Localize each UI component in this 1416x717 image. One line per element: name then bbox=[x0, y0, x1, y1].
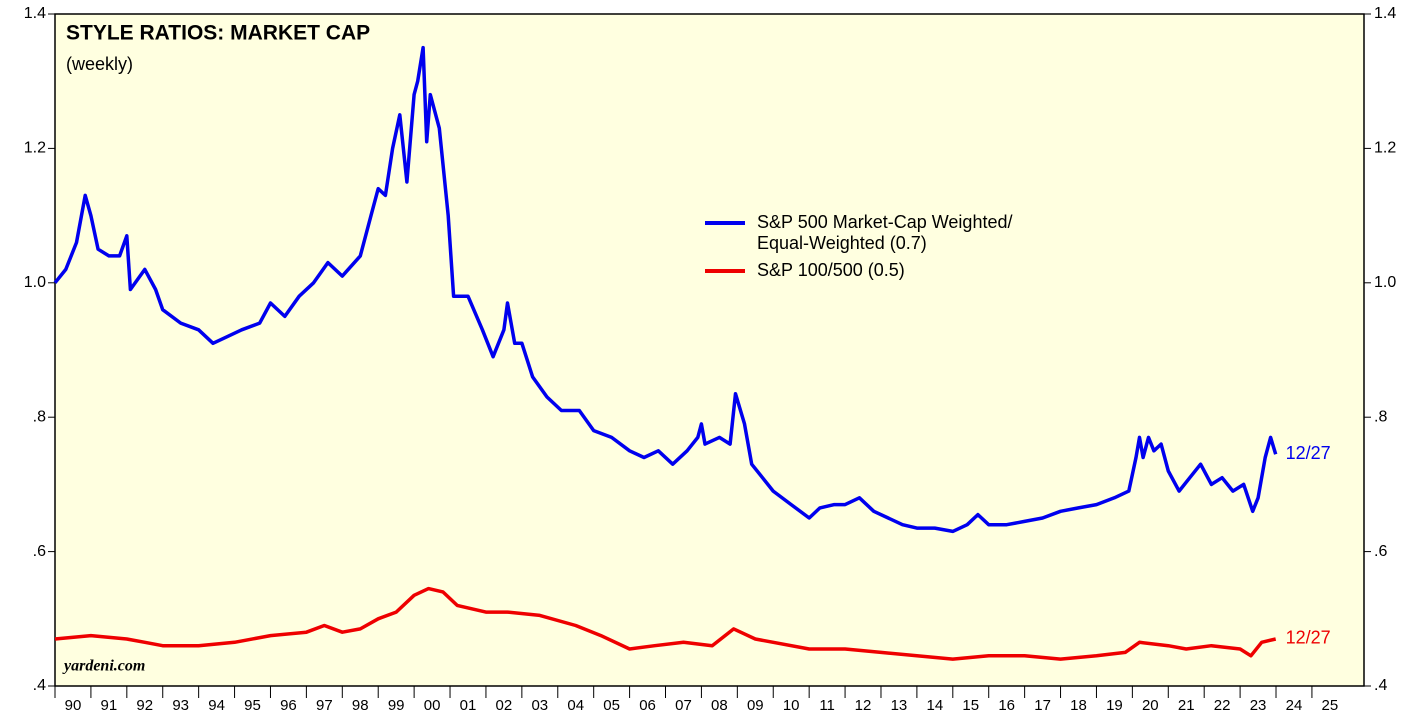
x-tick-label: 91 bbox=[101, 697, 118, 714]
x-tick-label: 09 bbox=[747, 697, 764, 714]
x-tick-label: 16 bbox=[998, 697, 1015, 714]
y2-tick-label: 1.4 bbox=[1374, 5, 1396, 22]
end-label: 12/27 bbox=[1286, 443, 1331, 463]
chart-subtitle: (weekly) bbox=[66, 54, 133, 74]
legend-label: S&P 100/500 (0.5) bbox=[757, 260, 905, 280]
line-series bbox=[53, 45, 1278, 534]
y-tick-label: 1.0 bbox=[24, 274, 46, 291]
x-tick-label: 10 bbox=[783, 697, 800, 714]
x-tick-label: 01 bbox=[460, 697, 477, 714]
x-tick-label: 02 bbox=[496, 697, 513, 714]
x-tick-label: 03 bbox=[531, 697, 548, 714]
y2-tick-label: .8 bbox=[1374, 408, 1387, 425]
x-tick-label: 12 bbox=[855, 697, 872, 714]
chart-title: STYLE RATIOS: MARKET CAP bbox=[66, 22, 370, 45]
y-tick-label: .6 bbox=[33, 543, 46, 560]
x-tick-label: 14 bbox=[927, 697, 944, 714]
x-tick-label: 07 bbox=[675, 697, 692, 714]
x-tick-label: 93 bbox=[172, 697, 189, 714]
x-tick-label: 17 bbox=[1034, 697, 1051, 714]
x-tick-label: 05 bbox=[603, 697, 620, 714]
x-tick-label: 22 bbox=[1214, 697, 1231, 714]
end-label: 12/27 bbox=[1286, 628, 1331, 648]
x-tick-label: 11 bbox=[819, 697, 835, 714]
y2-tick-label: 1.0 bbox=[1374, 274, 1396, 291]
x-tick-label: 04 bbox=[567, 697, 584, 714]
x-tick-label: 06 bbox=[639, 697, 656, 714]
legend-item: S&P 500 Market-Cap Weighted/ Equal-Weigh… bbox=[705, 212, 1012, 254]
y2-tick-label: .6 bbox=[1374, 543, 1387, 560]
x-tick-label: 90 bbox=[65, 697, 82, 714]
legend-swatch bbox=[705, 269, 745, 273]
legend-label: S&P 500 Market-Cap Weighted/ Equal-Weigh… bbox=[757, 212, 1013, 253]
y2-tick-label: .4 bbox=[1374, 677, 1387, 694]
y2-tick-label: 1.2 bbox=[1374, 140, 1396, 157]
x-tick-label: 92 bbox=[136, 697, 153, 714]
x-tick-label: 94 bbox=[208, 697, 225, 714]
source: yardeni.com bbox=[62, 658, 145, 675]
plot-area bbox=[54, 13, 1365, 687]
x-tick-label: 24 bbox=[1286, 697, 1303, 714]
legend-swatch bbox=[705, 221, 745, 225]
legend: S&P 500 Market-Cap Weighted/ Equal-Weigh… bbox=[705, 212, 1012, 287]
x-tick-label: 97 bbox=[316, 697, 333, 714]
x-tick-label: 18 bbox=[1070, 697, 1087, 714]
x-tick-label: 00 bbox=[424, 697, 441, 714]
y-tick-label: 1.2 bbox=[24, 140, 46, 157]
x-tick-label: 25 bbox=[1322, 697, 1339, 714]
y-tick-label: .8 bbox=[33, 408, 46, 425]
y-tick-label: 1.4 bbox=[24, 5, 46, 22]
x-tick-label: 20 bbox=[1142, 697, 1159, 714]
x-tick-label: 19 bbox=[1106, 697, 1123, 714]
x-tick-label: 21 bbox=[1178, 697, 1195, 714]
x-tick-label: 98 bbox=[352, 697, 369, 714]
x-tick-label: 95 bbox=[244, 697, 261, 714]
y-tick-label: .4 bbox=[33, 677, 46, 694]
line-series bbox=[54, 586, 1277, 661]
x-tick-label: 15 bbox=[962, 697, 979, 714]
x-tick-label: 96 bbox=[280, 697, 297, 714]
x-tick-label: 23 bbox=[1250, 697, 1267, 714]
x-tick-label: 13 bbox=[891, 697, 908, 714]
legend-item: S&P 100/500 (0.5) bbox=[705, 260, 1012, 281]
x-tick-label: 99 bbox=[388, 697, 405, 714]
x-tick-label: 08 bbox=[711, 697, 728, 714]
